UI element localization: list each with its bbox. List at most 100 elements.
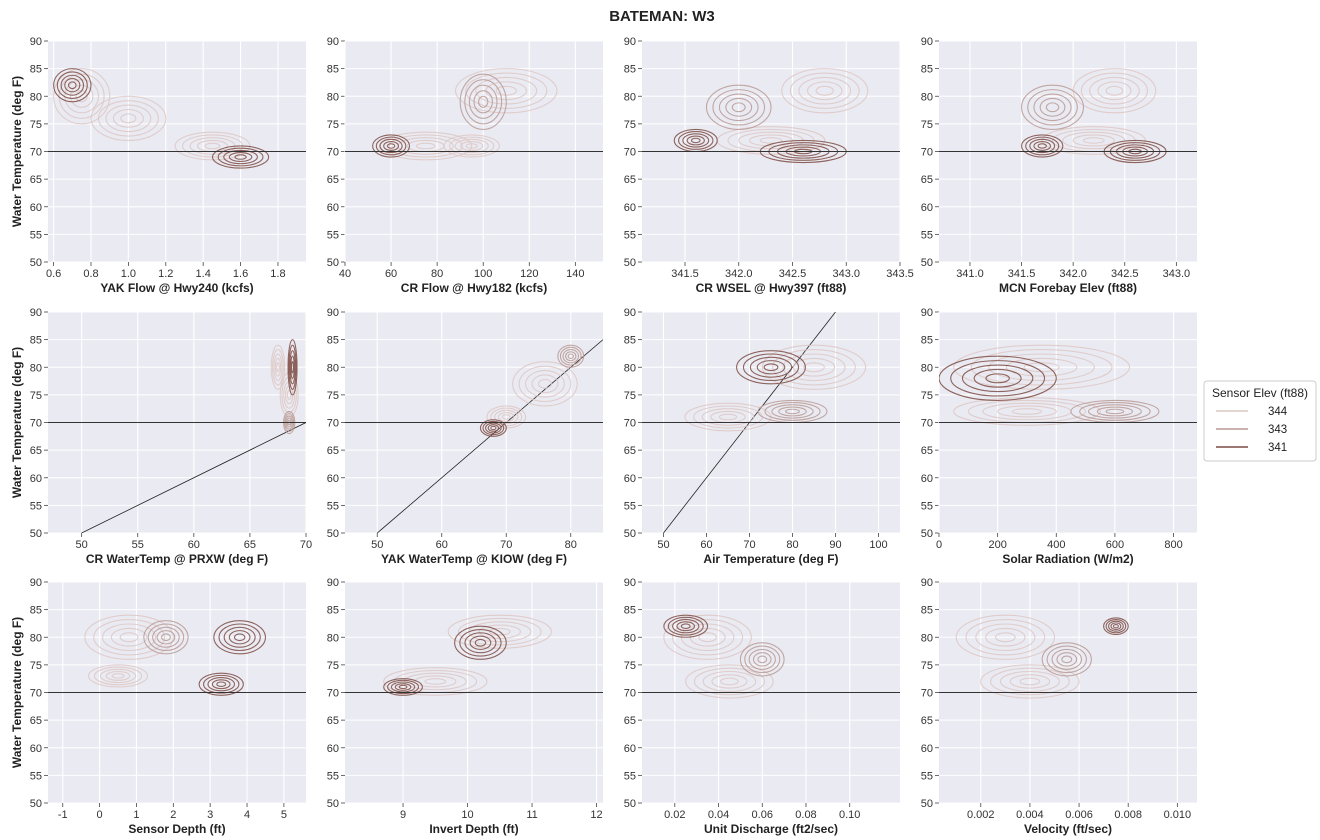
contour-ring	[273, 353, 283, 382]
contour-ring	[953, 344, 1131, 390]
ytick-label: 80	[327, 632, 339, 644]
contour-ring	[1105, 85, 1124, 96]
contour-ring	[160, 633, 171, 642]
xtick-label: 1.2	[158, 268, 173, 280]
xtick-label: 0.04	[708, 809, 729, 821]
xtick-label: 1.0	[121, 268, 136, 280]
contour-ring	[398, 684, 408, 690]
contour-ring	[383, 141, 399, 151]
contour-ring	[1062, 131, 1126, 150]
contour-ring	[465, 143, 478, 149]
contour-ring	[761, 344, 867, 390]
ytick-label: 55	[624, 500, 636, 512]
ytick-label: 70	[327, 688, 339, 700]
contour-ring	[424, 678, 447, 685]
ytick-label: 85	[30, 605, 42, 617]
contour-ring	[387, 679, 420, 695]
contour-ring	[1110, 622, 1122, 631]
contour-ring	[93, 619, 166, 656]
contour-ring	[468, 84, 498, 119]
ytick-label: 90	[624, 36, 636, 48]
density-contours	[84, 614, 267, 696]
contour-ring	[525, 370, 565, 398]
contour-ring	[223, 626, 256, 648]
ytick-label: 60	[327, 202, 339, 214]
contour-ring	[211, 679, 231, 690]
contour-ring	[1025, 136, 1060, 156]
contour-ring	[778, 406, 807, 417]
contour-ring	[764, 402, 821, 421]
xtick-label: 5	[281, 809, 287, 821]
xtick-label: 400	[1047, 539, 1065, 551]
xtick-label: 10	[461, 809, 473, 821]
contour-ring	[718, 413, 738, 421]
xtick-label: 0.10	[839, 809, 860, 821]
ytick-label: 65	[30, 445, 42, 457]
xtick-label: 600	[1106, 539, 1124, 551]
xtick-label: 0.008	[1114, 809, 1142, 821]
contour-ring	[997, 405, 1057, 418]
ytick-label: 75	[30, 660, 42, 672]
contour-ring	[394, 683, 412, 691]
ytick-label: 75	[921, 660, 933, 672]
contour-ring	[53, 68, 111, 125]
ytick-label: 90	[624, 307, 636, 319]
panel-1: 50 55 60 65 70 75 80 85 90 0.6 0.8 1.0 1.2 1.4 1.6 1.8 Y…	[10, 36, 306, 295]
contour-ring	[663, 614, 709, 638]
panel-10: 50 55 60 65 70 75 80 85 90 9 10 11 12 Invert Depth (f…	[327, 577, 603, 836]
ytick-label: 90	[327, 36, 339, 48]
contour-ring	[739, 642, 785, 677]
xtick-label: 343.0	[832, 268, 860, 280]
x-axis-label: Air Temperature (deg F)	[703, 552, 838, 566]
contour-ring	[485, 422, 502, 434]
contour-ring	[111, 673, 125, 679]
legend: Sensor Elev (ft88) 344 343 341	[1203, 380, 1317, 462]
ytick-label: 50	[30, 528, 42, 540]
contour-ring	[87, 664, 149, 688]
contour-ring	[985, 373, 1010, 384]
xtick-label: 342.5	[779, 268, 807, 280]
ytick-label: 60	[624, 473, 636, 485]
ytick-label: 90	[30, 577, 42, 589]
density-contours	[1021, 68, 1167, 164]
contour-ring	[497, 412, 515, 422]
contour-ring	[287, 339, 298, 396]
xtick-label: 200	[988, 539, 1006, 551]
contour-ring	[693, 667, 765, 696]
ytick-label: 50	[624, 798, 636, 810]
ytick-label: 65	[30, 715, 42, 727]
xtick-label: 342.0	[725, 268, 753, 280]
contour-ring	[1045, 102, 1060, 113]
ytick-label: 85	[624, 335, 636, 347]
contour-ring	[390, 681, 416, 693]
contour-ring	[388, 134, 464, 158]
ytick-label: 60	[327, 743, 339, 755]
ytick-label: 90	[30, 36, 42, 48]
contour-ring	[939, 355, 1057, 401]
ytick-label: 50	[921, 257, 933, 269]
contour-ring	[415, 142, 436, 150]
contour-ring	[383, 667, 488, 696]
ytick-label: 75	[624, 660, 636, 672]
legend-title: Sensor Elev (ft88)	[1212, 386, 1308, 400]
ytick-label: 75	[921, 119, 933, 131]
contour-ring	[207, 677, 236, 692]
contour-ring	[672, 619, 744, 656]
contour-ring	[677, 131, 714, 150]
contour-ring	[1061, 655, 1073, 664]
contour-ring	[97, 100, 159, 137]
panel-3: 50 55 60 65 70 75 80 85 90 341.5 342.0 342.5 343.0 34…	[624, 36, 914, 295]
contour-ring	[680, 623, 691, 629]
contour-ring	[682, 133, 710, 148]
contour-ring	[119, 632, 139, 643]
xtick-label: 1.6	[233, 268, 248, 280]
ytick-label: 50	[327, 798, 339, 810]
contour-ring	[1019, 677, 1041, 686]
contour-ring	[1056, 652, 1078, 667]
ytick-label: 70	[30, 688, 42, 700]
ytick-label: 90	[624, 577, 636, 589]
y-axis-label: Water Temperature (deg F)	[10, 617, 24, 768]
contour-ring	[286, 389, 292, 400]
ytick-label: 60	[624, 743, 636, 755]
